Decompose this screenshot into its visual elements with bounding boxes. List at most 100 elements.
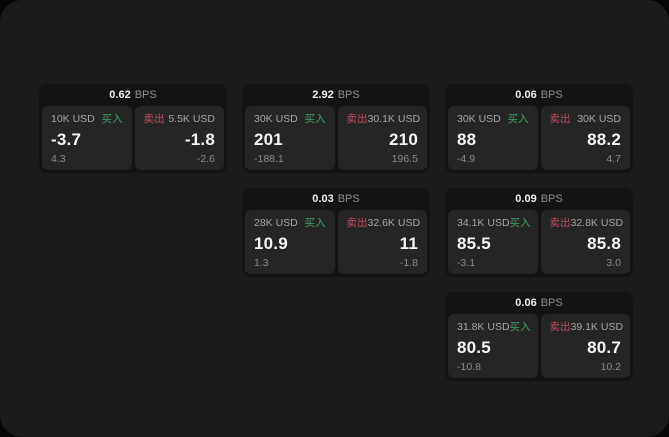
buy-panel-header: 28K USD 买入: [254, 218, 326, 229]
buy-price: 88: [457, 129, 477, 149]
sell-notional: 39.1K USD: [570, 321, 624, 333]
buy-panel[interactable]: 34.1K USD 买入 85.5 -3.1: [448, 210, 538, 274]
bps-unit-label: BPS: [540, 296, 563, 309]
sell-price: 85.8: [587, 233, 621, 253]
bps-value: 0.62: [109, 88, 131, 101]
buy-tag: 买入: [507, 113, 529, 125]
bps-value: 0.03: [312, 192, 334, 205]
quote-panels: 31.8K USD 买入 80.5 -10.8 卖出 39.1K USD 80.…: [448, 314, 630, 378]
sell-sub-value: 3.0: [606, 256, 621, 269]
buy-sub-value: -3.1: [457, 256, 476, 269]
bps-unit-label: BPS: [540, 88, 563, 101]
card-header: 0.09 BPS: [448, 188, 630, 210]
sell-panel-header: 卖出 32.6K USD: [346, 217, 421, 229]
buy-notional: 30K USD: [254, 113, 298, 125]
buy-panel[interactable]: 28K USD 买入 10.9 1.3: [245, 210, 335, 274]
quote-card: 0.62 BPS 10K USD 买入 -3.7 4.3 卖出 5.5K USD…: [39, 84, 227, 173]
buy-notional: 31.8K USD: [457, 321, 510, 333]
buy-panel[interactable]: 30K USD 买入 88 -4.9: [448, 106, 538, 170]
buy-panel[interactable]: 30K USD 买入 201 -188.1: [245, 106, 335, 170]
sell-notional: 32.8K USD: [570, 217, 624, 229]
card-header: 2.92 BPS: [245, 84, 427, 106]
buy-sub-value: 1.3: [254, 256, 269, 269]
bps-unit-label: BPS: [337, 88, 360, 101]
quote-card: 0.03 BPS 28K USD 买入 10.9 1.3 卖出 32.6K US…: [242, 188, 430, 277]
buy-panel-header: 30K USD 买入: [254, 114, 326, 125]
sell-panel[interactable]: 卖出 5.5K USD -1.8 -2.6: [134, 106, 224, 170]
sell-tag: 卖出: [346, 113, 368, 125]
buy-sub-value: -4.9: [457, 152, 476, 165]
card-header: 0.06 BPS: [448, 84, 630, 106]
quote-panels: 34.1K USD 买入 85.5 -3.1 卖出 32.8K USD 85.8…: [448, 210, 630, 274]
buy-panel-header: 31.8K USD 买入: [457, 321, 531, 333]
sell-panel[interactable]: 卖出 39.1K USD 80.7 10.2: [540, 314, 630, 378]
buy-tag: 买入: [509, 217, 531, 229]
sell-notional: 30K USD: [577, 113, 621, 125]
quote-panels: 28K USD 买入 10.9 1.3 卖出 32.6K USD 11 -1.8: [245, 210, 427, 274]
buy-panel-header: 10K USD 买入: [51, 114, 123, 125]
buy-price: -3.7: [51, 129, 82, 149]
quote-panels: 30K USD 买入 201 -188.1 卖出 30.1K USD 210 1…: [245, 106, 427, 170]
buy-panel[interactable]: 10K USD 买入 -3.7 4.3: [42, 106, 132, 170]
sell-tag: 卖出: [549, 321, 571, 333]
sell-notional: 32.6K USD: [367, 217, 421, 229]
quote-card: 2.92 BPS 30K USD 买入 201 -188.1 卖出 30.1K …: [242, 84, 430, 173]
quote-card: 0.09 BPS 34.1K USD 买入 85.5 -3.1 卖出 32.8K…: [445, 188, 633, 277]
sell-sub-value: 4.7: [606, 152, 621, 165]
buy-sub-value: 4.3: [51, 152, 66, 165]
buy-price: 80.5: [457, 337, 491, 357]
buy-tag: 买入: [101, 113, 123, 125]
buy-tag: 买入: [509, 321, 531, 333]
buy-price: 201: [254, 129, 283, 149]
bps-value: 0.06: [515, 88, 537, 101]
sell-panel-header: 卖出 5.5K USD: [144, 114, 216, 125]
bps-unit-label: BPS: [134, 88, 157, 101]
buy-sub-value: -188.1: [254, 152, 284, 165]
buy-notional: 34.1K USD: [457, 217, 510, 229]
sell-panel-header: 卖出 30K USD: [550, 114, 622, 125]
sell-panel[interactable]: 卖出 30.1K USD 210 196.5: [337, 106, 427, 170]
buy-panel[interactable]: 31.8K USD 买入 80.5 -10.8: [448, 314, 538, 378]
sell-price: 210: [389, 129, 418, 149]
buy-tag: 买入: [304, 113, 326, 125]
card-header: 0.62 BPS: [42, 84, 224, 106]
sell-notional: 30.1K USD: [367, 113, 421, 125]
quote-card: 0.06 BPS 30K USD 买入 88 -4.9 卖出 30K USD 8…: [445, 84, 633, 173]
sell-price: 11: [399, 233, 418, 253]
card-header: 0.03 BPS: [245, 188, 427, 210]
sell-tag: 卖出: [549, 217, 571, 229]
sell-notional: 5.5K USD: [168, 113, 215, 125]
sell-panel-header: 卖出 39.1K USD: [549, 321, 624, 333]
quote-card: 0.06 BPS 31.8K USD 买入 80.5 -10.8 卖出 39.1…: [445, 292, 633, 381]
buy-price: 10.9: [254, 233, 288, 253]
sell-tag: 卖出: [549, 113, 571, 125]
sell-panel[interactable]: 卖出 32.8K USD 85.8 3.0: [540, 210, 630, 274]
buy-panel-header: 34.1K USD 买入: [457, 217, 531, 229]
sell-price: 80.7: [587, 337, 621, 357]
buy-panel-header: 30K USD 买入: [457, 114, 529, 125]
bps-unit-label: BPS: [540, 192, 563, 205]
buy-sub-value: -10.8: [457, 360, 481, 373]
buy-tag: 买入: [304, 217, 326, 229]
sell-tag: 卖出: [346, 217, 368, 229]
sell-sub-value: -1.8: [399, 256, 418, 269]
bps-value: 2.92: [312, 88, 334, 101]
bps-value: 0.09: [515, 192, 537, 205]
sell-panel[interactable]: 卖出 30K USD 88.2 4.7: [540, 106, 630, 170]
sell-sub-value: 10.2: [600, 360, 621, 373]
quote-panels: 30K USD 买入 88 -4.9 卖出 30K USD 88.2 4.7: [448, 106, 630, 170]
sell-panel-header: 卖出 32.8K USD: [549, 217, 624, 229]
sell-panel-header: 卖出 30.1K USD: [346, 113, 421, 125]
bps-unit-label: BPS: [337, 192, 360, 205]
quote-panels: 10K USD 买入 -3.7 4.3 卖出 5.5K USD -1.8 -2.…: [42, 106, 224, 170]
buy-price: 85.5: [457, 233, 491, 253]
card-header: 0.06 BPS: [448, 292, 630, 314]
sell-price: 88.2: [587, 129, 621, 149]
buy-notional: 10K USD: [51, 113, 95, 125]
sell-panel[interactable]: 卖出 32.6K USD 11 -1.8: [337, 210, 427, 274]
buy-notional: 30K USD: [457, 113, 501, 125]
sell-price: -1.8: [184, 129, 215, 149]
bps-value: 0.06: [515, 296, 537, 309]
